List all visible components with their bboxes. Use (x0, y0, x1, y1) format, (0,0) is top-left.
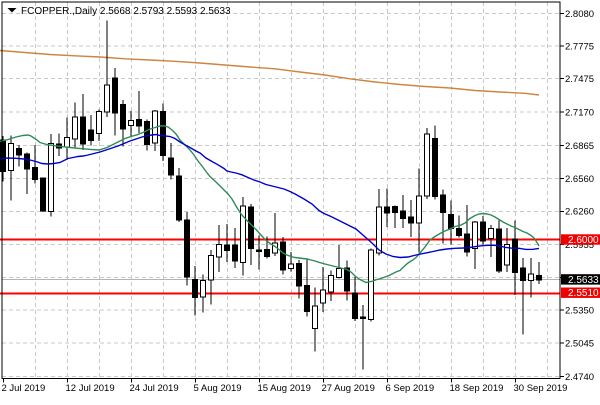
svg-text:15 Aug 2019: 15 Aug 2019 (258, 383, 311, 394)
svg-text:2.5510: 2.5510 (568, 288, 599, 299)
svg-text:27 Aug 2019: 27 Aug 2019 (322, 383, 375, 394)
svg-text:30 Sep 2019: 30 Sep 2019 (514, 383, 568, 394)
svg-text:FCOPPER.,Daily 2.5668 2.5793: FCOPPER.,Daily 2.5668 2.5793 2.5593 2.56… (21, 6, 231, 17)
svg-text:2.7170: 2.7170 (565, 108, 594, 119)
svg-text:2.6260: 2.6260 (565, 207, 594, 218)
svg-text:2.6560: 2.6560 (565, 174, 594, 185)
svg-text:2.5350: 2.5350 (565, 306, 594, 317)
svg-text:12 Jul 2019: 12 Jul 2019 (66, 383, 115, 394)
svg-text:2.5633: 2.5633 (568, 275, 599, 286)
svg-text:6 Sep 2019: 6 Sep 2019 (386, 383, 435, 394)
svg-text:24 Jul 2019: 24 Jul 2019 (130, 383, 179, 394)
svg-text:2.5045: 2.5045 (565, 339, 594, 350)
svg-text:2.8080: 2.8080 (565, 9, 594, 20)
svg-text:2.7775: 2.7775 (565, 41, 594, 52)
svg-text:18 Sep 2019: 18 Sep 2019 (450, 383, 504, 394)
svg-text:2.7475: 2.7475 (565, 74, 594, 85)
svg-text:2.4740: 2.4740 (565, 372, 594, 383)
svg-text:2 Jul 2019: 2 Jul 2019 (2, 383, 46, 394)
svg-text:2.6865: 2.6865 (565, 141, 594, 152)
svg-text:5 Aug 2019: 5 Aug 2019 (194, 383, 242, 394)
svg-text:2.5955: 2.5955 (565, 240, 594, 251)
svg-text:2.6000: 2.6000 (568, 235, 599, 246)
